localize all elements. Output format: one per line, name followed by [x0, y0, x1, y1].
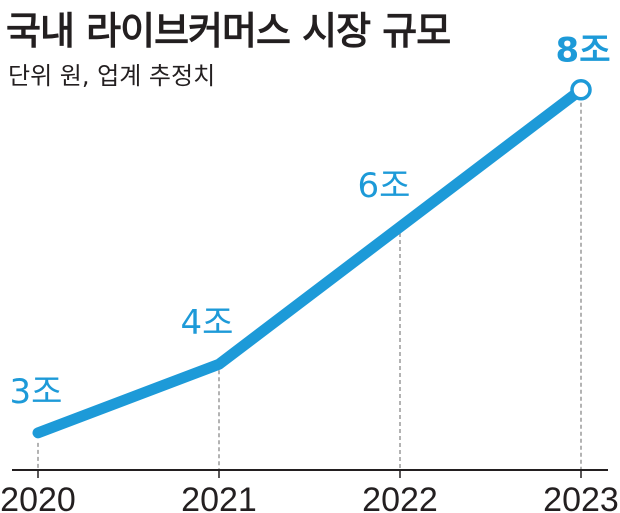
data-label-2022: 6조 — [358, 166, 411, 206]
x-tick-labels: 2020 2021 2022 2023 — [0, 481, 619, 513]
data-label-2021: 4조 — [181, 303, 234, 343]
guide-lines — [37, 95, 582, 470]
x-tick-label-2020: 2020 — [0, 481, 76, 513]
data-label-2020: 3조 — [10, 372, 63, 412]
data-labels: 3조 4조 6조 8조 — [10, 31, 611, 412]
x-axis-ticks — [37, 470, 582, 478]
chart-subtitle: 단위 원, 업계 추정치 — [8, 62, 216, 90]
data-label-2023: 8조 — [556, 31, 611, 71]
x-tick-label-2021: 2021 — [181, 481, 257, 513]
point-markers — [570, 78, 592, 101]
chart-title: 국내 라이브커머스 시장 규모 — [6, 9, 451, 53]
x-tick-label-2023: 2023 — [543, 481, 619, 513]
series-line — [32, 84, 587, 439]
x-tick-label-2022: 2022 — [362, 481, 438, 513]
point-marker-2023 — [570, 78, 592, 101]
